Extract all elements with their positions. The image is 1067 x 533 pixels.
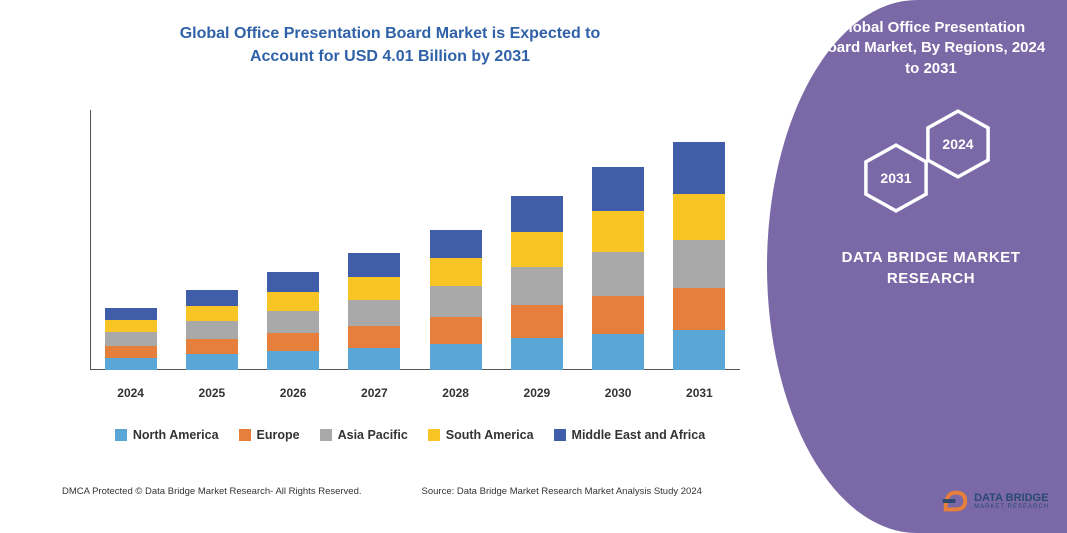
footer-source: Source: Data Bridge Market Research Mark…	[422, 486, 702, 497]
footer-dmca: DMCA Protected © Data Bridge Market Rese…	[62, 486, 362, 497]
bar-segment	[348, 300, 400, 326]
bar-segment	[267, 311, 319, 333]
bar-segment	[673, 288, 725, 330]
bar-segment	[511, 338, 563, 370]
logo-text: DATA BRIDGE	[974, 493, 1049, 504]
bar-segment	[186, 306, 238, 321]
legend-label: Europe	[257, 428, 300, 442]
x-tick-label: 2029	[511, 386, 563, 400]
bar-segment	[592, 167, 644, 211]
bar-column	[430, 230, 482, 370]
chart-title-line2: Account for USD 4.01 Billion by 2031	[250, 48, 530, 65]
bar-segment	[673, 240, 725, 288]
legend-label: North America	[133, 428, 219, 442]
x-tick-label: 2026	[267, 386, 319, 400]
bar-segment	[511, 232, 563, 267]
legend-label: South America	[446, 428, 534, 442]
chart-area: 2024 2025 2026 2027 2028 2029 2030 2031	[90, 120, 740, 400]
bar-column	[592, 167, 644, 370]
bar-segment	[592, 334, 644, 370]
bar-segment	[267, 292, 319, 311]
bar-segment	[430, 317, 482, 344]
page-root: Global Office Presentation Board Market …	[0, 0, 1067, 533]
brand-line2: RESEARCH	[887, 270, 975, 287]
bar-segment	[592, 252, 644, 296]
x-tick-label: 2028	[430, 386, 482, 400]
legend-item: Europe	[239, 428, 300, 442]
bar-column	[673, 142, 725, 370]
bar-segment	[186, 354, 238, 370]
bar-segment	[673, 330, 725, 370]
chart-title-line1: Global Office Presentation Board Market …	[180, 25, 601, 42]
chart-title: Global Office Presentation Board Market …	[0, 0, 780, 68]
bar-segment	[430, 286, 482, 317]
bar-segment	[267, 333, 319, 351]
bar-segment	[105, 358, 157, 370]
legend-swatch	[239, 429, 251, 441]
bar-column	[511, 196, 563, 370]
x-tick-label: 2024	[105, 386, 157, 400]
legend-item: North America	[115, 428, 219, 442]
bar-segment	[511, 305, 563, 338]
legend-item: South America	[428, 428, 534, 442]
bar-segment	[430, 344, 482, 370]
bars-container	[90, 120, 740, 370]
hexagon-2024: 2024	[923, 109, 993, 179]
bar-segment	[673, 142, 725, 194]
bar-segment	[186, 290, 238, 306]
bar-segment	[592, 211, 644, 252]
hexagon-2031: 2031	[861, 143, 931, 213]
bar-column	[267, 272, 319, 370]
chart-panel: Global Office Presentation Board Market …	[0, 0, 780, 533]
bar-segment	[267, 351, 319, 370]
bar-segment	[267, 272, 319, 292]
bar-column	[105, 308, 157, 370]
legend-item: Middle East and Africa	[554, 428, 706, 442]
bar-segment	[186, 321, 238, 339]
legend-label: Middle East and Africa	[572, 428, 706, 442]
bar-segment	[105, 332, 157, 346]
brand-line1: DATA BRIDGE MARKET	[842, 249, 1021, 266]
bar-segment	[511, 267, 563, 305]
hex-label-1: 2024	[942, 136, 973, 152]
legend-swatch	[428, 429, 440, 441]
bar-segment	[348, 326, 400, 348]
bar-column	[348, 253, 400, 370]
x-tick-label: 2027	[348, 386, 400, 400]
side-panel-inner: Global Office Presentation Board Market,…	[807, 0, 1067, 533]
hex-label-0: 2031	[880, 170, 911, 186]
bar-segment	[430, 230, 482, 258]
x-tick-label: 2031	[673, 386, 725, 400]
legend-swatch	[320, 429, 332, 441]
bar-segment	[673, 194, 725, 240]
bar-segment	[105, 308, 157, 320]
bar-segment	[592, 296, 644, 334]
side-panel-container: Global Office Presentation Board Market,…	[780, 0, 1067, 533]
footer: DMCA Protected © Data Bridge Market Rese…	[62, 486, 762, 497]
bar-segment	[105, 346, 157, 358]
bar-column	[186, 290, 238, 370]
bar-segment	[105, 320, 157, 332]
bar-segment	[348, 253, 400, 277]
brand-label: DATA BRIDGE MARKET RESEARCH	[815, 247, 1047, 289]
panel-title: Global Office Presentation Board Market,…	[815, 18, 1047, 79]
x-tick-label: 2030	[592, 386, 644, 400]
databridge-logo: DATA BRIDGE MARKET RESEARCH	[940, 487, 1049, 515]
legend-swatch	[554, 429, 566, 441]
x-labels: 2024 2025 2026 2027 2028 2029 2030 2031	[90, 386, 740, 400]
legend: North America Europe Asia Pacific South Ame…	[60, 428, 760, 442]
bar-segment	[511, 196, 563, 232]
bar-segment	[348, 348, 400, 370]
bar-segment	[186, 339, 238, 354]
hexagon-graphic: 2031 2024	[841, 109, 1021, 229]
legend-item: Asia Pacific	[320, 428, 408, 442]
legend-swatch	[115, 429, 127, 441]
x-tick-label: 2025	[186, 386, 238, 400]
legend-label: Asia Pacific	[338, 428, 408, 442]
bar-segment	[348, 277, 400, 300]
logo-mark-icon	[940, 487, 968, 515]
logo-subtext: MARKET RESEARCH	[974, 504, 1049, 510]
bar-segment	[430, 258, 482, 286]
